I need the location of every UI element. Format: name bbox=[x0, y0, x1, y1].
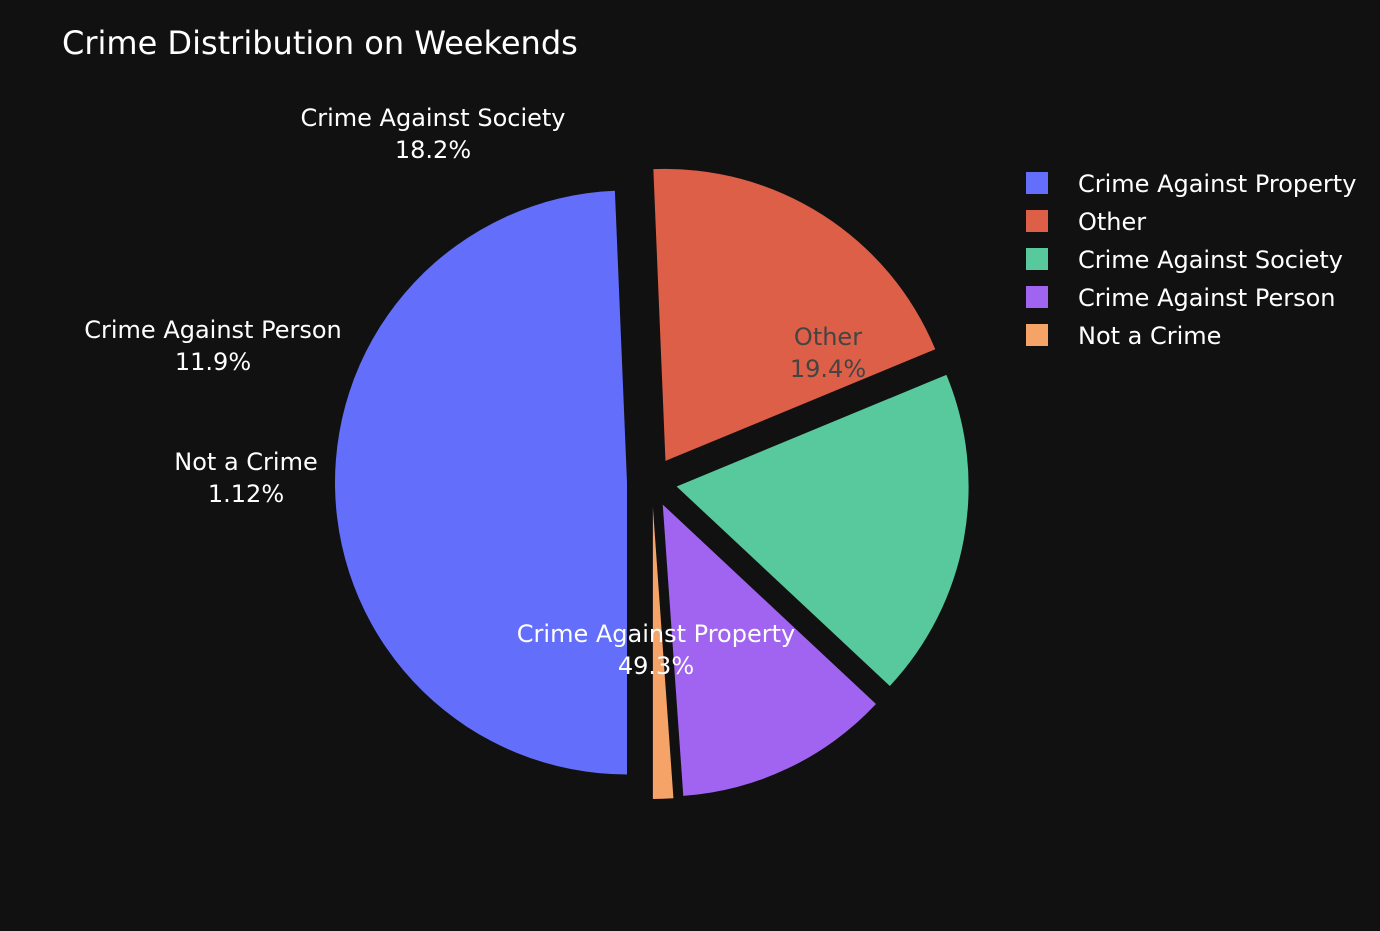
slice-percent-label: 11.9% bbox=[175, 348, 251, 376]
slice-percent-label: 49.3% bbox=[618, 652, 694, 680]
slice-label-other: Other 19.4% bbox=[790, 323, 866, 383]
slice-label-crime-against-property: Crime Against Property 49.3% bbox=[517, 620, 795, 680]
pie-slices bbox=[335, 168, 969, 799]
slice-percent-label: 1.12% bbox=[208, 480, 284, 508]
pie-labels: Crime Against Property 49.3% Other 19.4% Cri… bbox=[84, 104, 866, 680]
legend-label: Not a Crime bbox=[1078, 322, 1221, 350]
pie-slice-not-a-crime[interactable] bbox=[652, 506, 674, 799]
legend-swatch bbox=[1026, 324, 1048, 346]
legend-item-crime-against-property[interactable]: Crime Against Property bbox=[1026, 170, 1356, 198]
legend-item-other[interactable]: Other bbox=[1026, 208, 1146, 236]
slice-label-not-a-crime: Not a Crime 1.12% bbox=[174, 448, 317, 508]
legend: Crime Against Property Other Crime Against… bbox=[1026, 170, 1356, 350]
slice-category-label: Crime Against Person bbox=[84, 316, 342, 344]
legend-label: Other bbox=[1078, 208, 1146, 236]
legend-item-not-a-crime[interactable]: Not a Crime bbox=[1026, 322, 1221, 350]
legend-label: Crime Against Property bbox=[1078, 170, 1356, 198]
slice-percent-label: 19.4% bbox=[790, 355, 866, 383]
pie-slice-other[interactable] bbox=[653, 168, 936, 461]
chart-title: Crime Distribution on Weekends bbox=[62, 24, 578, 62]
legend-swatch bbox=[1026, 286, 1048, 308]
slice-category-label: Not a Crime bbox=[174, 448, 317, 476]
legend-swatch bbox=[1026, 248, 1048, 270]
slice-percent-label: 18.2% bbox=[395, 136, 471, 164]
pie-slice-crime-against-property[interactable] bbox=[335, 190, 628, 775]
legend-label: Crime Against Society bbox=[1078, 246, 1343, 274]
pie-slice-crime-against-society[interactable] bbox=[676, 374, 969, 686]
slice-category-label: Crime Against Society bbox=[300, 104, 565, 132]
legend-item-crime-against-society[interactable]: Crime Against Society bbox=[1026, 246, 1343, 274]
legend-item-crime-against-person[interactable]: Crime Against Person bbox=[1026, 284, 1336, 312]
legend-swatch bbox=[1026, 210, 1048, 232]
slice-label-crime-against-society: Crime Against Society 18.2% bbox=[300, 104, 565, 164]
slice-category-label: Other bbox=[794, 323, 862, 351]
legend-label: Crime Against Person bbox=[1078, 284, 1336, 312]
slice-label-crime-against-person: Crime Against Person 11.9% bbox=[84, 316, 342, 376]
slice-category-label: Crime Against Property bbox=[517, 620, 795, 648]
legend-swatch bbox=[1026, 172, 1048, 194]
pie-slice-crime-against-person[interactable] bbox=[662, 504, 876, 796]
